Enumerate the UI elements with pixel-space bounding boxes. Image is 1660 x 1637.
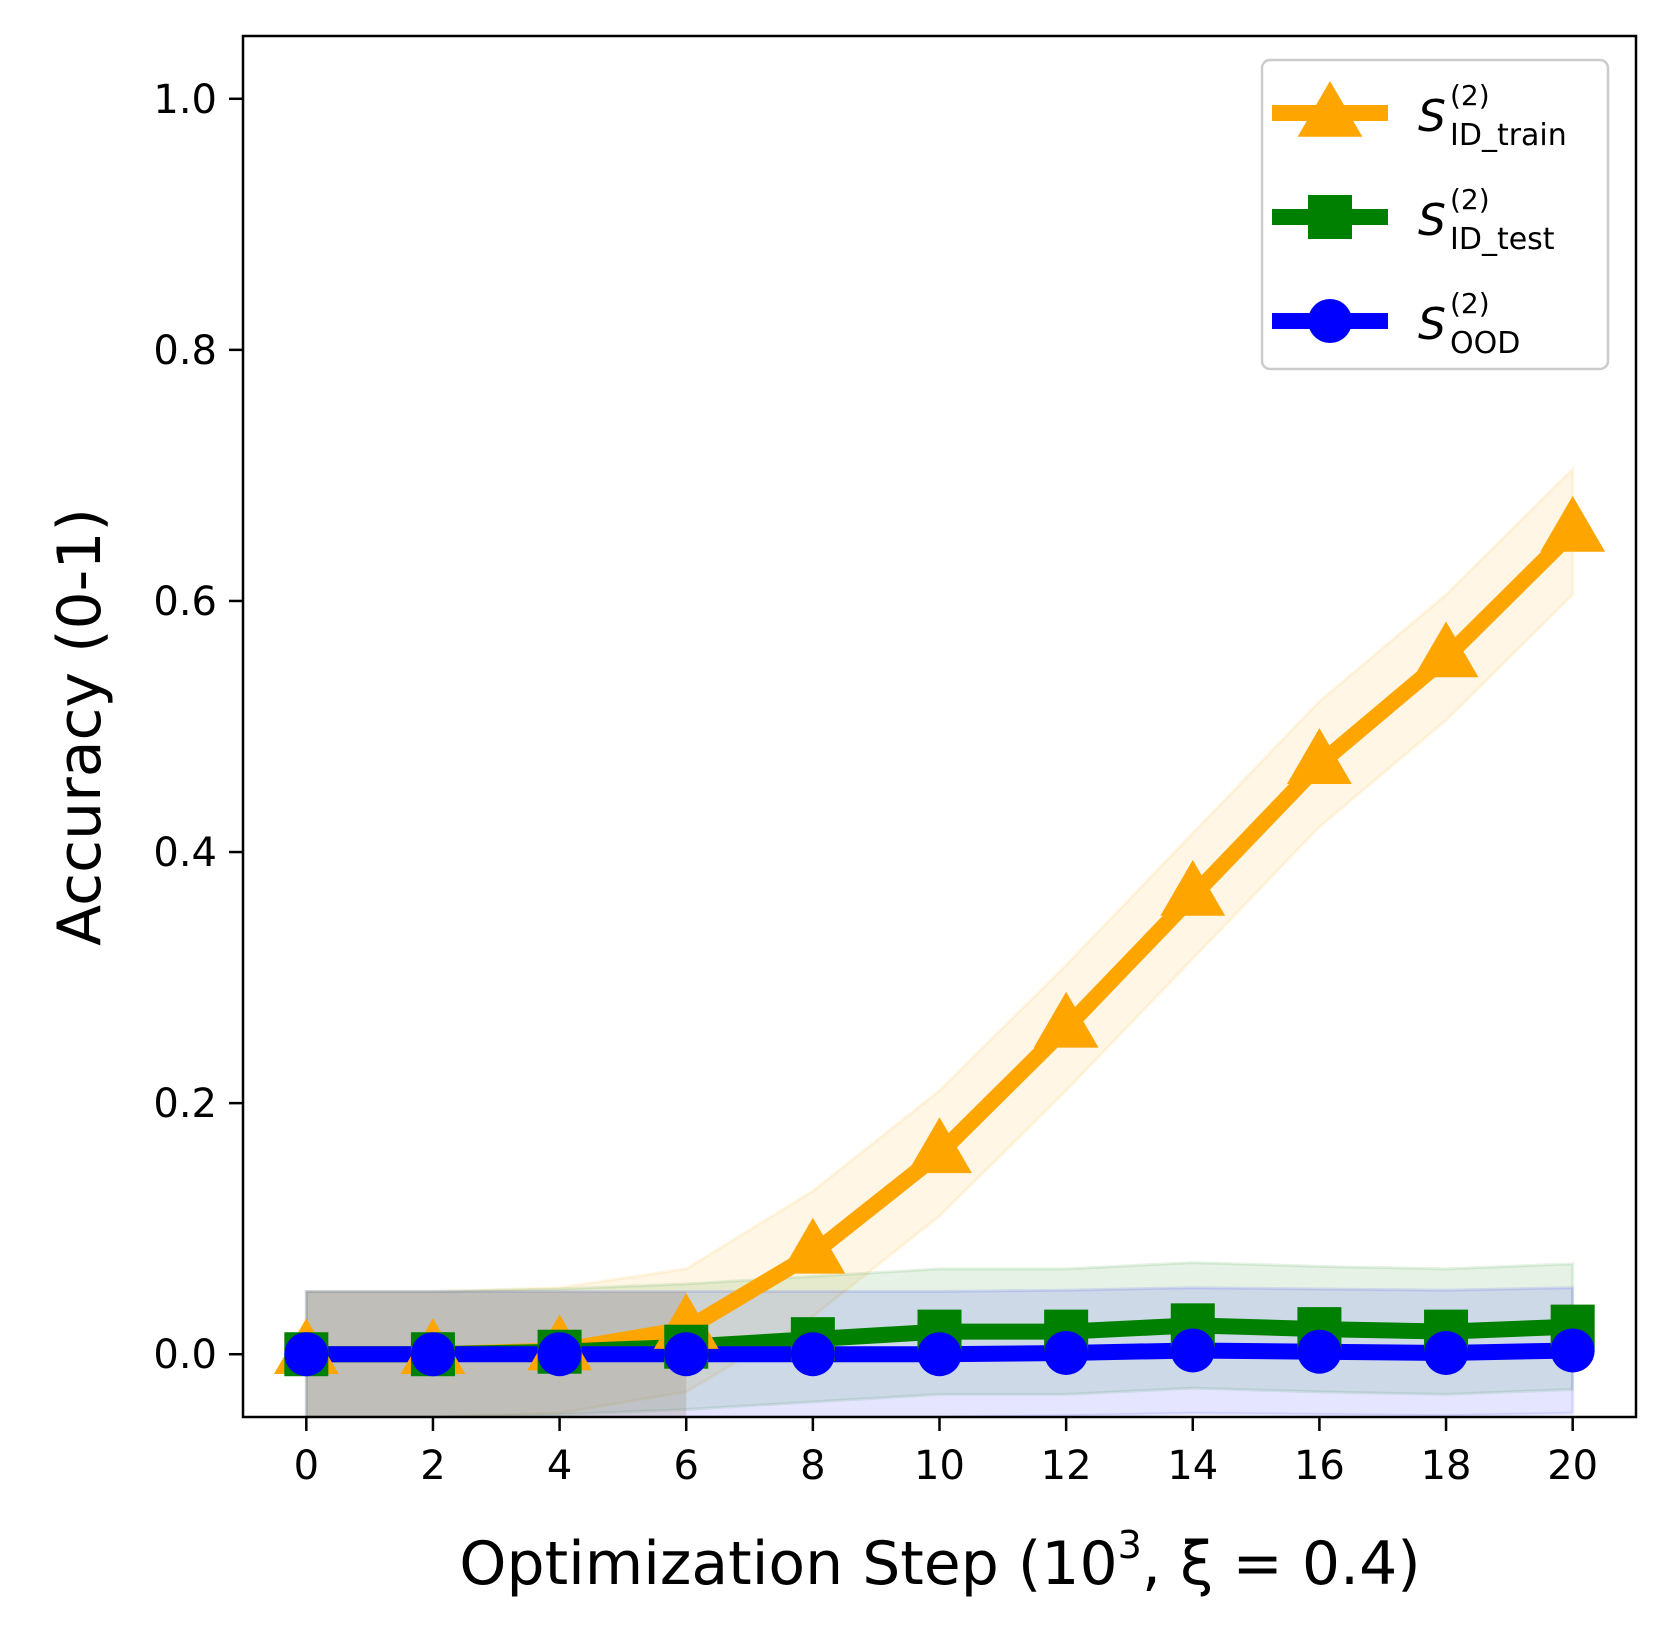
y-tick-label: 0.2 [153, 1081, 217, 1127]
x-axis-title-prefix: Optimization Step (10 [459, 1529, 1117, 1599]
ood-legend-superscript: (2) [1450, 287, 1490, 320]
id-test-legend-symbol: S [1418, 195, 1446, 246]
x-tick-label: 14 [1167, 1443, 1218, 1489]
x-tick-label: 18 [1421, 1443, 1472, 1489]
ood-legend-symbol: S [1418, 299, 1446, 350]
x-tick-label: 12 [1041, 1443, 1092, 1489]
id-train-point [780, 1217, 846, 1274]
x-axis-ticks: 0 2 4 6 8 10 12 14 16 18 20 [294, 1417, 1598, 1489]
x-tick-label: 4 [547, 1443, 572, 1489]
ood-point [1297, 1329, 1342, 1374]
y-tick-label: 0.6 [153, 579, 217, 625]
id-train-legend-superscript: (2) [1450, 79, 1490, 112]
ood-point [410, 1332, 455, 1377]
x-tick-label: 20 [1547, 1443, 1598, 1489]
id-train-point [1160, 859, 1226, 916]
id-train-point [1033, 991, 1099, 1048]
id-train-legend-marker [1297, 81, 1363, 137]
x-tick-label: 0 [294, 1443, 319, 1489]
x-axis-title-superscript: 3 [1118, 1523, 1142, 1567]
ood-point [284, 1332, 329, 1377]
id-train-point [1540, 495, 1606, 552]
x-axis-title: Optimization Step (103, ξ = 0.4) [459, 1523, 1420, 1599]
y-axis-ticks: 0.0 0.2 0.4 0.6 0.8 1.0 [153, 77, 243, 1378]
id-train-legend-symbol: S [1418, 91, 1446, 142]
y-tick-label: 0.4 [153, 830, 217, 876]
x-tick-label: 6 [674, 1443, 699, 1489]
x-tick-label: 2 [420, 1443, 445, 1489]
ood-point [664, 1332, 709, 1377]
id-test-legend-marker [1308, 195, 1352, 239]
id-test-legend-superscript: (2) [1450, 183, 1490, 216]
x-tick-label: 10 [914, 1443, 965, 1489]
y-tick-label: 0.8 [153, 328, 217, 374]
y-axis-title: Accuracy (0-1) [45, 508, 115, 946]
legend-box [1260, 58, 1610, 371]
id-train-point [1413, 621, 1479, 678]
ood-legend-marker [1308, 299, 1352, 343]
ood-point [790, 1332, 835, 1377]
ood-point [917, 1332, 962, 1377]
ood-point [1424, 1330, 1469, 1375]
x-tick-label: 16 [1294, 1443, 1345, 1489]
ood-point [1170, 1328, 1215, 1373]
y-tick-label: 1.0 [153, 77, 217, 123]
ood-point [1044, 1330, 1089, 1375]
series-markers [273, 495, 1606, 1377]
x-axis-title-suffix: , ξ = 0.4) [1142, 1529, 1421, 1599]
ood-point [537, 1332, 582, 1377]
y-tick-label: 0.0 [153, 1332, 217, 1378]
id-train-point [1287, 728, 1352, 784]
id-train-legend-subscript: ID_train [1450, 118, 1567, 153]
x-tick-label: 8 [800, 1443, 825, 1489]
ood-legend-subscript: OOD [1450, 326, 1520, 361]
id-test-legend-subscript: ID_test [1450, 222, 1555, 257]
ood-point [1550, 1328, 1595, 1373]
id-train-point [907, 1117, 972, 1174]
